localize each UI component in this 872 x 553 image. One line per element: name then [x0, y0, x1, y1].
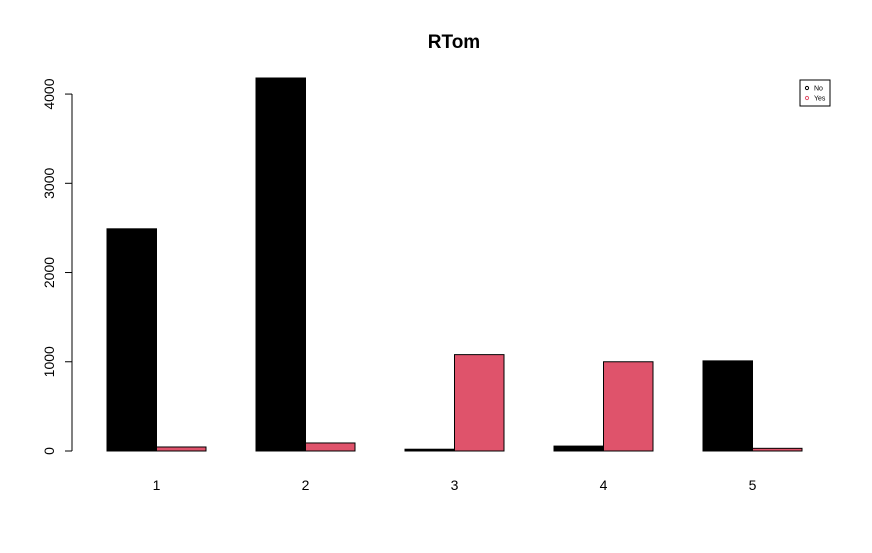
y-tick-label: 1000 [41, 346, 57, 377]
bar-no-4 [553, 445, 604, 452]
bar-yes-5 [752, 447, 803, 452]
legend: No Yes [799, 79, 831, 107]
x-tick-label: 3 [451, 477, 459, 493]
x-tick-label: 2 [302, 477, 310, 493]
bar-no-2 [255, 77, 306, 452]
legend-box [799, 79, 831, 107]
bar-no-1 [106, 228, 157, 452]
y-tick-label: 3000 [41, 168, 57, 199]
y-axis: 0 1000 2000 3000 4000 [41, 78, 73, 455]
bar-no-3 [404, 448, 455, 452]
y-tick-label: 0 [41, 447, 57, 455]
bar-no-5 [702, 360, 753, 452]
legend-label-no: No [814, 86, 823, 93]
bar-yes-1 [156, 446, 207, 452]
y-tick-label: 2000 [41, 257, 57, 288]
bar-yes-3 [454, 354, 505, 452]
chart-title: RTom [428, 32, 480, 53]
legend-marker-yes [804, 95, 810, 101]
y-tick-label: 4000 [41, 78, 57, 109]
legend-label-yes: Yes [814, 96, 826, 103]
x-tick-label: 5 [749, 477, 757, 493]
bar-yes-2 [305, 442, 356, 452]
x-tick-label: 4 [600, 477, 608, 493]
bars [106, 77, 803, 452]
x-tick-label: 1 [153, 477, 161, 493]
bar-yes-4 [603, 361, 654, 452]
legend-marker-no [804, 85, 810, 91]
x-axis-labels: 1 2 3 4 5 [153, 477, 757, 493]
